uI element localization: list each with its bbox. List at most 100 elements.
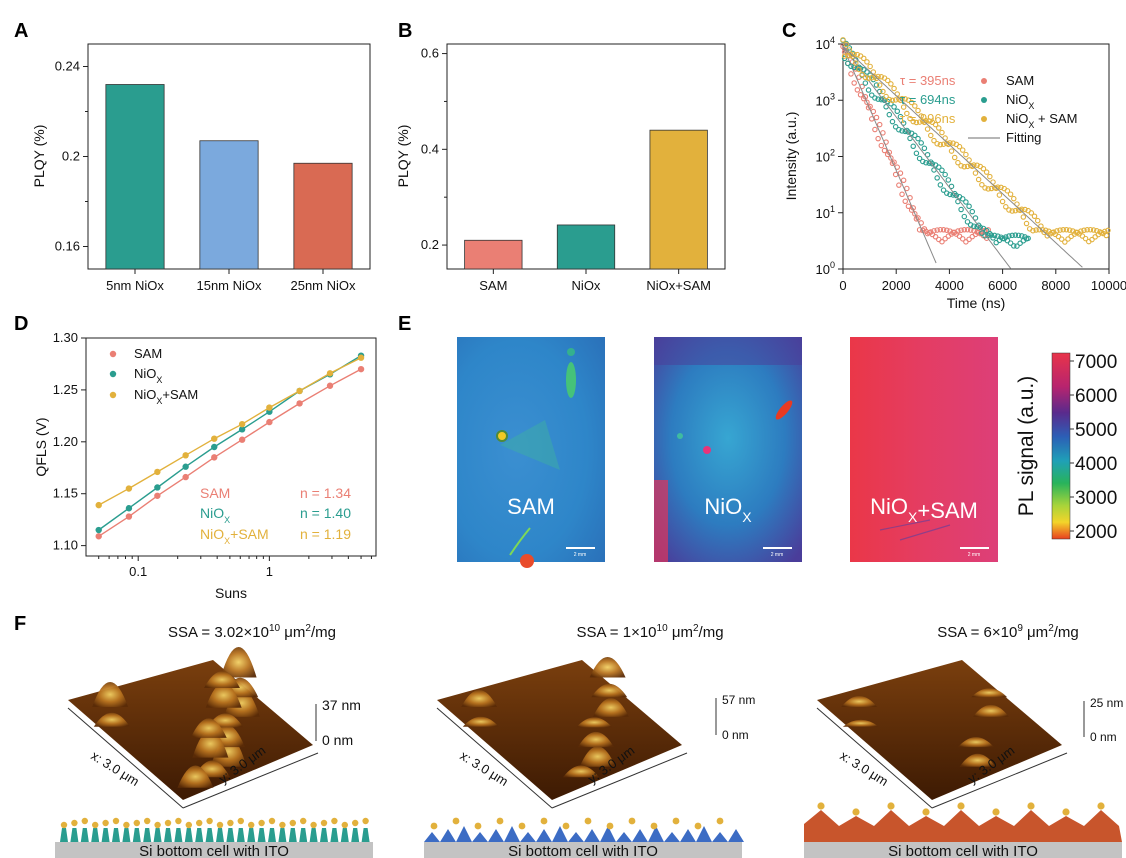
decay-point xyxy=(876,121,883,128)
x-tick-label: 10000 xyxy=(1091,278,1126,293)
sam-head xyxy=(289,819,296,827)
decay-point xyxy=(931,137,937,144)
decay-point xyxy=(955,159,961,166)
sam-molecule xyxy=(91,828,100,842)
afm-peak xyxy=(971,688,1008,698)
decay-point xyxy=(1012,232,1019,238)
decay-point xyxy=(996,192,1003,198)
decay-point xyxy=(1063,226,1070,233)
decay-point xyxy=(900,177,907,184)
decay-point xyxy=(910,143,916,150)
decay-point xyxy=(966,203,972,209)
sam-head xyxy=(584,817,592,825)
y-tick-label: 0.2 xyxy=(62,149,80,164)
decay-point xyxy=(948,183,955,190)
bar-niox xyxy=(556,224,616,270)
decay-point xyxy=(961,227,968,233)
decay-point xyxy=(905,203,912,210)
decay-point xyxy=(937,182,944,188)
afm-peak xyxy=(576,717,613,728)
colorbar-tick-label: 2000 xyxy=(1075,522,1117,543)
y-tick-label: 100 xyxy=(816,260,835,277)
scale-bar-label: 2 mm xyxy=(574,552,587,558)
qfls-point xyxy=(296,387,303,395)
decay-point xyxy=(920,158,926,165)
decay-point xyxy=(880,88,886,95)
decay-point xyxy=(1023,220,1030,227)
afm-peak xyxy=(957,737,994,748)
decay-point xyxy=(943,227,950,233)
panel-label-b: B xyxy=(398,20,412,42)
decay-point xyxy=(1081,227,1087,234)
sam-head xyxy=(60,821,68,829)
decay-point xyxy=(934,227,940,233)
panel-label-f: F xyxy=(14,613,26,635)
decay-point xyxy=(1060,226,1066,233)
afm-x-axis xyxy=(816,707,933,809)
decay-point xyxy=(902,198,908,205)
panel-label-d: D xyxy=(14,313,28,335)
chart-d: 1.101.151.201.251.30 0.1 1 SAMNiOXNiOX+SA… xyxy=(33,330,377,601)
sam-head xyxy=(123,821,130,829)
bar-niox-sam xyxy=(649,129,708,270)
decay-point xyxy=(929,161,936,167)
colorbar-label: PL signal (a.u.) xyxy=(1015,376,1038,516)
decay-point xyxy=(864,59,870,65)
x-axis-label: Suns xyxy=(215,585,247,601)
decay-point xyxy=(982,233,988,239)
ssa-label: SSA = 1×1010 μm2/mg xyxy=(576,623,723,641)
decay-point xyxy=(1089,236,1095,243)
decay-point xyxy=(1004,188,1011,194)
tau-label: τ = 996ns xyxy=(900,111,956,126)
decay-point xyxy=(891,85,897,92)
tau-label: τ = 694ns xyxy=(900,92,956,107)
decay-point xyxy=(1066,227,1073,233)
layer-schematic: Si bottom cell with ITO xyxy=(424,817,744,858)
decay-point xyxy=(967,227,974,233)
decay-point xyxy=(1014,201,1020,207)
legend-marker xyxy=(109,370,117,378)
bar-5nm-niox xyxy=(105,84,165,270)
qfls-series-3 xyxy=(95,354,365,509)
panel-label-a: A xyxy=(14,20,28,42)
x-tick-label: 4000 xyxy=(935,278,964,293)
decay-point xyxy=(1030,227,1036,234)
sam-molecule xyxy=(101,828,110,842)
sam-head xyxy=(628,817,636,825)
sam-molecule xyxy=(309,828,318,842)
ssa-label: SSA = 3.02×1010 μm2/mg xyxy=(168,623,336,641)
sam-molecule xyxy=(288,828,297,842)
qfls-point xyxy=(357,354,365,361)
qfls-line xyxy=(98,357,362,506)
bar-sam xyxy=(464,239,523,270)
qfls-point xyxy=(125,485,133,492)
x-tick-label: NiOx xyxy=(572,278,601,293)
colorbar-tick-label: 6000 xyxy=(1075,386,1117,407)
decay-point xyxy=(892,124,899,130)
decay-point xyxy=(872,126,878,133)
pl-image-niox: NiOX 2 mm xyxy=(654,337,802,562)
legend-label: NiOX xyxy=(1006,92,1034,111)
qfls-point xyxy=(182,473,189,481)
decay-point xyxy=(974,162,980,169)
decay-point xyxy=(884,77,891,84)
panel-label-c: C xyxy=(782,20,796,42)
sam-molecule xyxy=(340,828,349,842)
legend-marker xyxy=(981,97,987,103)
decay-point xyxy=(1019,233,1025,239)
sam-head xyxy=(817,802,825,810)
sam-molecule xyxy=(361,828,370,842)
chart-b: 0.2 0.4 0.6 SAM NiOx NiOx+SAM PLQY (%) xyxy=(395,43,726,293)
decay-point xyxy=(928,132,934,139)
y-tick-label: 1.30 xyxy=(53,330,78,345)
decay-point xyxy=(894,108,901,114)
substrate-bar xyxy=(804,842,1122,858)
decay-point xyxy=(913,119,920,126)
decay-point xyxy=(961,213,968,220)
x-tick-label: 8000 xyxy=(1041,278,1070,293)
decay-point xyxy=(904,110,910,117)
decay-point xyxy=(956,143,963,150)
pl-image-niox-label: NiOX xyxy=(704,494,752,525)
decay-point xyxy=(932,234,939,240)
substrate-label: Si bottom cell with ITO xyxy=(508,843,658,858)
